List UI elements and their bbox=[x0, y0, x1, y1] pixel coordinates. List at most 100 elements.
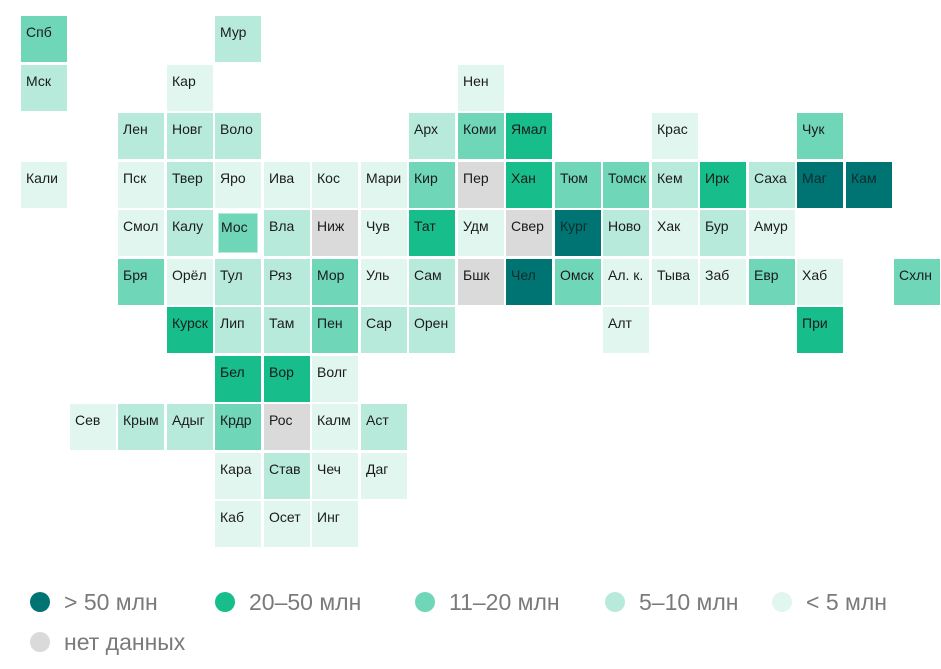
region-tile[interactable]: Тыва bbox=[652, 259, 698, 305]
region-tile[interactable]: Томск bbox=[603, 162, 649, 208]
region-tile[interactable]: Пен bbox=[312, 307, 358, 353]
region-tile[interactable]: Кар bbox=[167, 65, 213, 111]
region-tile[interactable]: Уль bbox=[361, 259, 407, 305]
region-tile[interactable]: Маг bbox=[797, 162, 843, 208]
region-tile[interactable]: Омск bbox=[555, 259, 601, 305]
region-tile[interactable]: Даг bbox=[361, 453, 407, 499]
legend-dot-icon bbox=[30, 632, 50, 652]
region-tile[interactable]: Ниж bbox=[312, 210, 358, 256]
region-tile[interactable]: Хаб bbox=[797, 259, 843, 305]
region-tile[interactable]: Лип bbox=[215, 307, 261, 353]
region-tile[interactable]: Ива bbox=[264, 162, 310, 208]
region-tile[interactable]: Сев bbox=[70, 404, 116, 450]
region-tile[interactable]: Удм bbox=[458, 210, 504, 256]
legend-label: 5–10 млн bbox=[639, 588, 739, 615]
region-tile[interactable]: Кара bbox=[215, 453, 261, 499]
legend-label: < 5 млн bbox=[806, 588, 887, 615]
legend: > 50 млн 20–50 млн 11–20 млн 5–10 млн < … bbox=[0, 585, 941, 669]
region-tile[interactable]: Крас bbox=[652, 113, 698, 159]
region-tile[interactable]: Амур bbox=[749, 210, 795, 256]
region-tile[interactable]: Ямал bbox=[506, 113, 552, 159]
region-tile[interactable]: Хак bbox=[652, 210, 698, 256]
region-tile[interactable]: Саха bbox=[749, 162, 795, 208]
region-tile[interactable]: Кир bbox=[409, 162, 455, 208]
region-tile[interactable]: Бря bbox=[118, 259, 164, 305]
region-tile[interactable]: Аст bbox=[361, 404, 407, 450]
legend-dot-icon bbox=[605, 592, 625, 612]
region-tile[interactable]: Смол bbox=[118, 210, 164, 256]
region-tile[interactable]: Сар bbox=[361, 307, 407, 353]
legend-item-no-data: нет данных bbox=[30, 625, 185, 659]
region-tile[interactable]: Чув bbox=[361, 210, 407, 256]
region-tile[interactable]: Заб bbox=[700, 259, 746, 305]
region-tile[interactable]: Ал. к. bbox=[603, 259, 649, 305]
region-tile[interactable]: Ирк bbox=[700, 162, 746, 208]
region-tile[interactable]: Кос bbox=[312, 162, 358, 208]
region-tile[interactable]: Тул bbox=[215, 259, 261, 305]
region-tile[interactable]: Твер bbox=[167, 162, 213, 208]
region-tile[interactable]: Бур bbox=[700, 210, 746, 256]
region-tile[interactable]: Бшк bbox=[458, 259, 504, 305]
legend-label: > 50 млн bbox=[64, 588, 158, 615]
legend-dot-icon bbox=[30, 592, 50, 612]
region-tile[interactable]: Курск bbox=[167, 307, 213, 353]
region-tile[interactable]: Кам bbox=[846, 162, 892, 208]
region-tile[interactable]: Орен bbox=[409, 307, 455, 353]
region-tile[interactable]: Вла bbox=[264, 210, 310, 256]
legend-item-5-10: 5–10 млн bbox=[605, 585, 739, 619]
region-tile[interactable]: При bbox=[797, 307, 843, 353]
region-tile[interactable]: Мос bbox=[215, 210, 261, 256]
region-tile[interactable]: Калм bbox=[312, 404, 358, 450]
legend-dot-icon bbox=[415, 592, 435, 612]
region-tile[interactable]: Нен bbox=[458, 65, 504, 111]
region-tile[interactable]: Каб bbox=[215, 501, 261, 547]
region-tile[interactable]: Кали bbox=[21, 162, 67, 208]
region-tile[interactable]: Тат bbox=[409, 210, 455, 256]
legend-label: 11–20 млн bbox=[449, 588, 560, 615]
region-tile[interactable]: Волг bbox=[312, 356, 358, 402]
legend-item-over-50: > 50 млн bbox=[30, 585, 158, 619]
region-tile[interactable]: Став bbox=[264, 453, 310, 499]
region-tile[interactable]: Спб bbox=[21, 16, 67, 62]
region-tile[interactable]: Ряз bbox=[264, 259, 310, 305]
region-tile[interactable]: Калу bbox=[167, 210, 213, 256]
region-tile[interactable]: Арх bbox=[409, 113, 455, 159]
region-tile[interactable]: Схлн bbox=[894, 259, 940, 305]
region-tile[interactable]: Орёл bbox=[167, 259, 213, 305]
region-tile[interactable]: Коми bbox=[458, 113, 504, 159]
legend-item-20-50: 20–50 млн bbox=[215, 585, 361, 619]
region-tile[interactable]: Осет bbox=[264, 501, 310, 547]
region-tile[interactable]: Там bbox=[264, 307, 310, 353]
region-tile[interactable]: Воло bbox=[215, 113, 261, 159]
region-tile[interactable]: Чеч bbox=[312, 453, 358, 499]
region-tile[interactable]: Мск bbox=[21, 65, 67, 111]
region-tile[interactable]: Хан bbox=[506, 162, 552, 208]
region-tile[interactable]: Свер bbox=[506, 210, 552, 256]
region-tile[interactable]: Мари bbox=[361, 162, 407, 208]
region-tile[interactable]: Вор bbox=[264, 356, 310, 402]
region-tile[interactable]: Крдр bbox=[215, 404, 261, 450]
region-tile[interactable]: Лен bbox=[118, 113, 164, 159]
region-tile[interactable]: Крым bbox=[118, 404, 164, 450]
region-tile[interactable]: Пск bbox=[118, 162, 164, 208]
region-tile[interactable]: Ново bbox=[603, 210, 649, 256]
region-tile[interactable]: Чук bbox=[797, 113, 843, 159]
region-tile[interactable]: Мор bbox=[312, 259, 358, 305]
region-tile[interactable]: Евр bbox=[749, 259, 795, 305]
region-tile[interactable]: Алт bbox=[603, 307, 649, 353]
region-tile[interactable]: Кург bbox=[555, 210, 601, 256]
region-tile[interactable]: Инг bbox=[312, 501, 358, 547]
region-tile[interactable]: Рос bbox=[264, 404, 310, 450]
legend-label: 20–50 млн bbox=[249, 588, 362, 615]
region-tile[interactable]: Мур bbox=[215, 16, 261, 62]
region-tile[interactable]: Бел bbox=[215, 356, 261, 402]
legend-item-11-20: 11–20 млн bbox=[415, 585, 560, 619]
region-tile[interactable]: Пер bbox=[458, 162, 504, 208]
region-tile[interactable]: Новг bbox=[167, 113, 213, 159]
region-tile[interactable]: Кем bbox=[652, 162, 698, 208]
region-tile[interactable]: Адыг bbox=[167, 404, 213, 450]
region-tile[interactable]: Яро bbox=[215, 162, 261, 208]
region-tile[interactable]: Тюм bbox=[555, 162, 601, 208]
region-tile[interactable]: Сам bbox=[409, 259, 455, 305]
region-tile[interactable]: Чел bbox=[506, 259, 552, 305]
